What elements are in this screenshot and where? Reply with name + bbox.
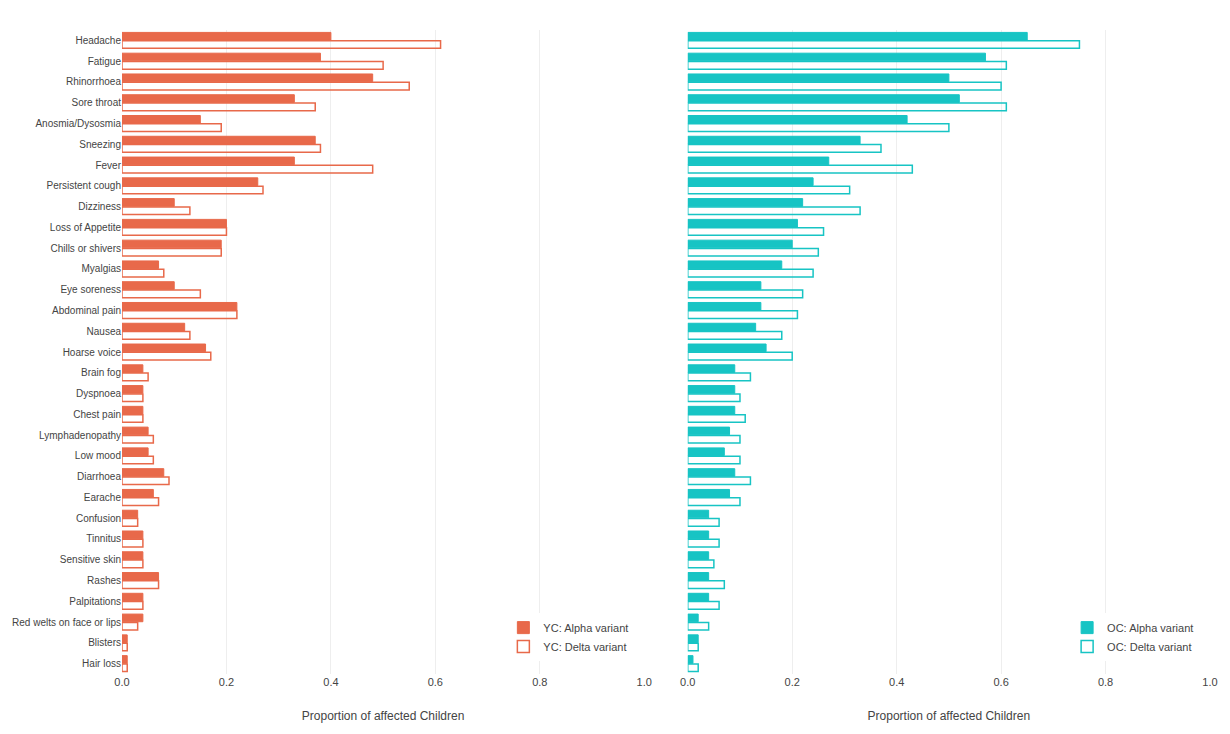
- svg-text:Sore throat: Sore throat: [72, 97, 122, 108]
- svg-text:0.2: 0.2: [219, 676, 234, 688]
- svg-text:Blisters: Blisters: [88, 637, 121, 648]
- svg-text:Brain fog: Brain fog: [81, 367, 121, 378]
- svg-text:Chills or shivers: Chills or shivers: [50, 243, 121, 254]
- svg-text:Diarrhoea: Diarrhoea: [77, 471, 121, 482]
- svg-text:Lymphadenopathy: Lymphadenopathy: [39, 430, 121, 441]
- svg-text:Tinnitus: Tinnitus: [86, 533, 121, 544]
- svg-text:0.6: 0.6: [428, 676, 443, 688]
- svg-text:Proportion of affected Childre: Proportion of affected Children: [302, 709, 465, 723]
- svg-text:Sensitive skin: Sensitive skin: [60, 554, 121, 565]
- svg-text:Confusion: Confusion: [76, 513, 121, 524]
- svg-text:Fatigue: Fatigue: [88, 56, 122, 67]
- svg-text:Hair loss: Hair loss: [82, 658, 121, 669]
- svg-text:OC: Delta variant: OC: Delta variant: [1107, 641, 1191, 653]
- svg-text:Abdominal pain: Abdominal pain: [52, 305, 121, 316]
- svg-text:Headache: Headache: [75, 35, 121, 46]
- svg-text:0.6: 0.6: [993, 676, 1008, 688]
- svg-text:Rashes: Rashes: [87, 575, 121, 586]
- svg-text:YC: Alpha variant: YC: Alpha variant: [543, 622, 628, 634]
- svg-text:Red welts on face or lips: Red welts on face or lips: [12, 617, 121, 628]
- svg-text:Fever: Fever: [95, 160, 121, 171]
- svg-text:Myalgias: Myalgias: [82, 263, 121, 274]
- svg-text:Dyspnoea: Dyspnoea: [76, 388, 121, 399]
- svg-text:Loss of Appetite: Loss of Appetite: [50, 222, 122, 233]
- svg-text:Hoarse voice: Hoarse voice: [63, 347, 122, 358]
- svg-text:1.0: 1.0: [637, 676, 652, 688]
- svg-text:0.4: 0.4: [323, 676, 338, 688]
- svg-text:0.4: 0.4: [889, 676, 904, 688]
- svg-text:0.2: 0.2: [785, 676, 800, 688]
- svg-text:Persistent cough: Persistent cough: [47, 180, 122, 191]
- svg-text:0.8: 0.8: [532, 676, 547, 688]
- svg-text:Rhinorrhoea: Rhinorrhoea: [66, 76, 121, 87]
- svg-text:Sneezing: Sneezing: [79, 139, 121, 150]
- svg-text:1.0: 1.0: [1202, 676, 1217, 688]
- svg-text:0.0: 0.0: [114, 676, 129, 688]
- svg-text:0.0: 0.0: [680, 676, 695, 688]
- svg-text:Nausea: Nausea: [87, 326, 122, 337]
- svg-text:Low mood: Low mood: [75, 450, 121, 461]
- svg-text:0.8: 0.8: [1098, 676, 1113, 688]
- svg-text:Eye soreness: Eye soreness: [60, 284, 121, 295]
- svg-text:Dizziness: Dizziness: [78, 201, 121, 212]
- svg-text:Proportion of affected Childre: Proportion of affected Children: [868, 709, 1031, 723]
- svg-text:Anosmia/Dysosmia: Anosmia/Dysosmia: [35, 118, 121, 129]
- svg-text:Chest pain: Chest pain: [73, 409, 121, 420]
- svg-text:YC: Delta variant: YC: Delta variant: [543, 641, 626, 653]
- svg-text:OC: Alpha variant: OC: Alpha variant: [1107, 622, 1193, 634]
- svg-text:Palpitations: Palpitations: [69, 596, 121, 607]
- svg-text:Earache: Earache: [84, 492, 122, 503]
